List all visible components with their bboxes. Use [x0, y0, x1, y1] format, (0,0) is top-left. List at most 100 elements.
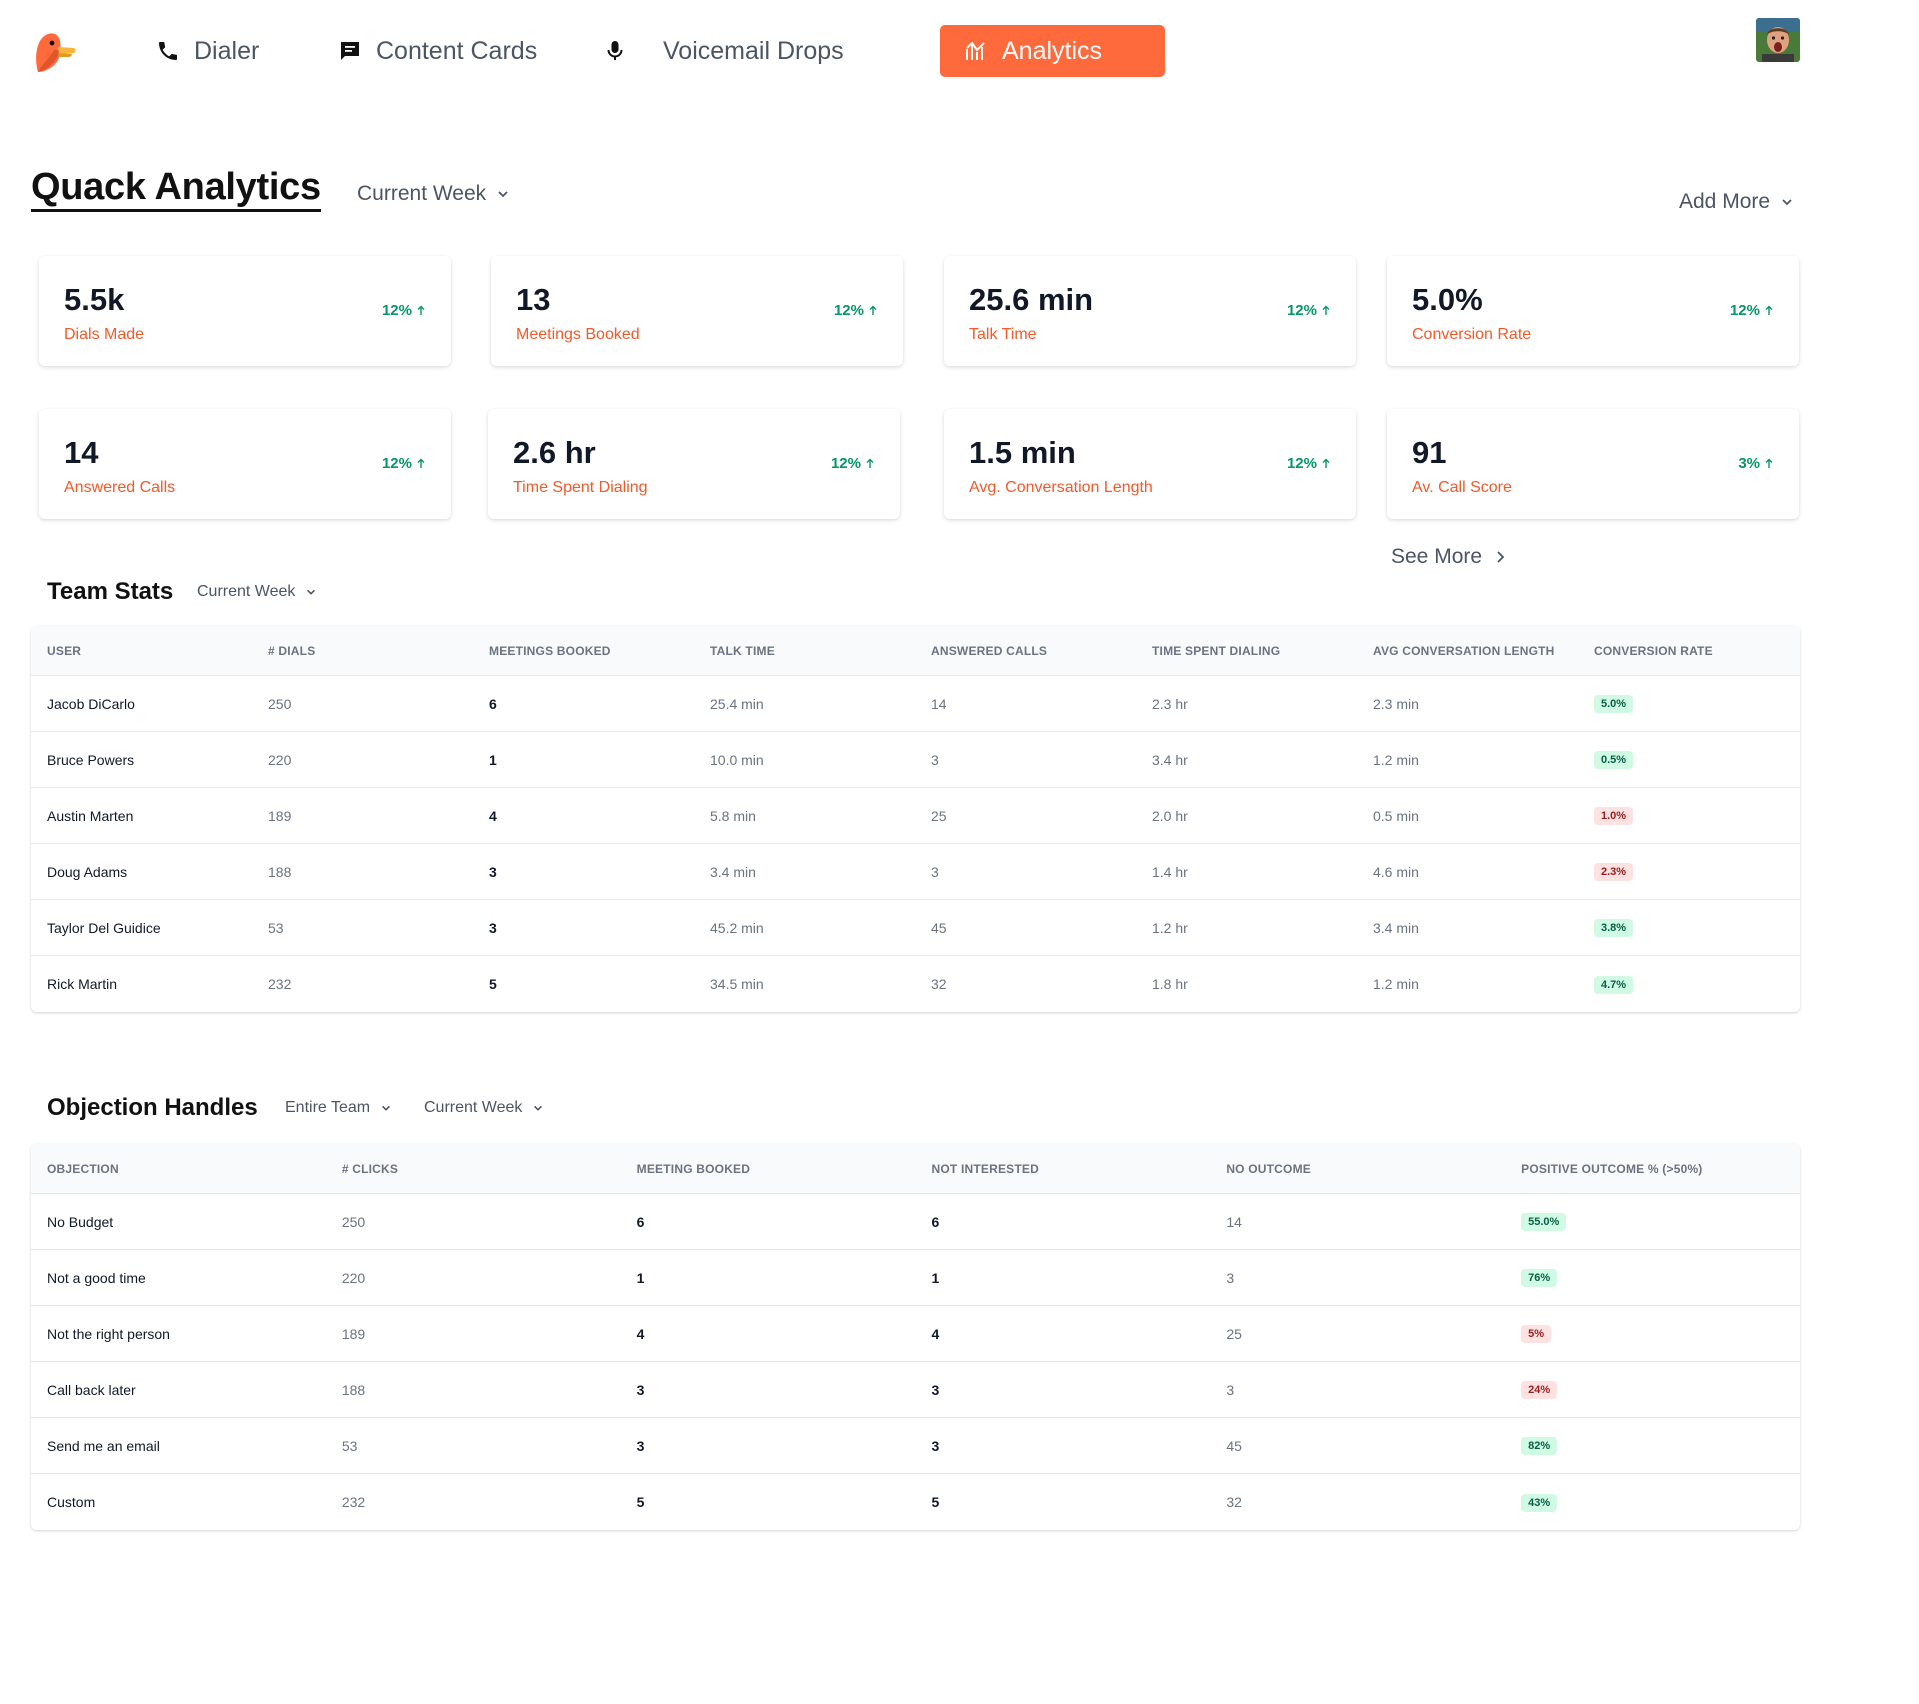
status-badge: 24% [1521, 1381, 1558, 1399]
arrow-up-icon [866, 458, 874, 468]
table-cell: 82% [1505, 1436, 1800, 1455]
nav-voicemail-drops[interactable]: Voicemail Drops [603, 25, 844, 77]
table-row[interactable]: Not a good time 220 1 1 3 76% [31, 1250, 1800, 1306]
stat-change-value: 12% [1286, 302, 1317, 319]
column-header[interactable]: Meeting Booked [636, 1161, 751, 1176]
column-header[interactable]: User [47, 643, 82, 658]
status-badge: 76% [1521, 1269, 1558, 1287]
column-header[interactable]: Avg Conversation Length [1373, 643, 1555, 658]
nav-analytics[interactable]: Analytics [940, 25, 1165, 77]
table-cell: 4 [489, 807, 497, 824]
table-row[interactable]: Bruce Powers 220 1 10.0 min 3 3.4 hr 1.2 min 0.… [31, 732, 1800, 788]
column-header[interactable]: Meetings Booked [489, 643, 611, 658]
arrow-up-icon [417, 305, 425, 315]
column-header[interactable]: Conversion Rate [1594, 643, 1713, 658]
stat-card[interactable]: 13 Meetings Booked 12% [491, 256, 903, 366]
table-row[interactable]: Rick Martin 232 5 34.5 min 32 1.8 hr 1.2 min 4.… [31, 956, 1800, 1012]
table-cell: Rick Martin [47, 976, 118, 992]
stat-change: 12% [831, 455, 875, 472]
add-more-dropdown[interactable]: Add More [1679, 190, 1794, 214]
stat-label: Av. Call Score [1412, 479, 1512, 496]
stat-card[interactable]: 25.6 min Talk Time 12% [944, 256, 1356, 366]
table-cell: 5.0% [1578, 694, 1799, 713]
stat-label: Time Spent Dialing [513, 479, 648, 496]
team-stats-period-label: Current Week [197, 583, 296, 600]
stat-change-value: 3% [1738, 455, 1760, 472]
stat-card[interactable]: 2.6 hr Time Spent Dialing 12% [488, 409, 900, 519]
column-header[interactable]: Not Interested [931, 1161, 1039, 1176]
arrow-up-icon [1765, 458, 1773, 468]
table-row[interactable]: Call back later 188 3 3 3 24% [31, 1362, 1800, 1418]
table-cell: 220 [341, 1269, 366, 1286]
column-header[interactable]: # Dials [268, 643, 316, 658]
objection-handles-header: Objection # Clicks Meeting Booked Not Inter… [31, 1144, 1800, 1194]
team-filter-dropdown[interactable]: Entire Team [285, 1099, 392, 1117]
table-row[interactable]: Doug Adams 188 3 3.4 min 3 1.4 hr 4.6 min 2.3% [31, 844, 1800, 900]
stat-change: 12% [382, 455, 426, 472]
column-header[interactable]: # Clicks [341, 1161, 399, 1176]
table-cell: 1 [489, 751, 497, 768]
stat-change-value: 12% [833, 302, 864, 319]
table-row[interactable]: Jacob DiCarlo 250 6 25.4 min 14 2.3 hr 2.3 min… [31, 676, 1800, 732]
table-cell: 3.4 min [710, 863, 756, 880]
message-icon [341, 42, 359, 60]
table-row[interactable]: Not the right person 189 4 4 25 5% [31, 1306, 1800, 1362]
column-header[interactable]: Time Spent Dialing [1152, 643, 1281, 658]
table-cell: 0.5 min [1373, 807, 1419, 824]
period-dropdown[interactable]: Current Week [357, 182, 510, 206]
table-cell: 3 [931, 1437, 940, 1454]
stat-card[interactable]: 91 Av. Call Score 3% [1387, 409, 1799, 519]
phone-icon [159, 42, 177, 60]
status-badge: 5.0% [1594, 695, 1634, 713]
stat-card[interactable]: 1.5 min Avg. Conversation Length 12% [944, 409, 1356, 519]
see-more-link[interactable]: See More [1391, 545, 1506, 569]
column-header[interactable]: No Outcome [1226, 1161, 1311, 1176]
nav-content-cards[interactable]: Content Cards [338, 25, 537, 77]
table-cell: 250 [341, 1213, 366, 1230]
table-row[interactable]: Custom 232 5 5 32 43% [31, 1474, 1800, 1530]
stat-change: 12% [382, 302, 426, 319]
stat-value: 5.5k [64, 282, 125, 317]
table-cell: Call back later [47, 1381, 136, 1398]
duck-logo-icon[interactable] [32, 28, 78, 76]
table-row[interactable]: Taylor Del Guidice 53 3 45.2 min 45 1.2 hr 3.4… [31, 900, 1800, 956]
nav-content-cards-label: Content Cards [376, 36, 538, 65]
chevron-down-icon [382, 1105, 391, 1111]
table-cell: 3 [1226, 1269, 1235, 1286]
column-header[interactable]: Objection [47, 1161, 119, 1176]
nav-voicemail-drops-label: Voicemail Drops [663, 36, 844, 65]
nav-analytics-label: Analytics [1002, 36, 1103, 65]
table-cell: Custom [47, 1494, 96, 1510]
column-header[interactable]: Positive Outcome % (>50%) [1521, 1161, 1703, 1176]
table-row[interactable]: No Budget 250 6 6 14 55.0% [31, 1194, 1800, 1250]
column-header[interactable]: Talk Time [710, 643, 775, 658]
stat-value: 91 [1412, 435, 1447, 470]
arrow-up-icon [1765, 305, 1773, 315]
stat-change-value: 12% [381, 455, 412, 472]
stat-change: 12% [1730, 302, 1774, 319]
nav-dialer[interactable]: Dialer [156, 25, 259, 77]
objection-handles-title: Objection Handles [47, 1094, 258, 1121]
table-cell: 1 [636, 1269, 645, 1286]
table-cell: 4 [636, 1325, 645, 1342]
table-cell: 5% [1505, 1324, 1800, 1343]
team-stats-period-dropdown[interactable]: Current Week [197, 583, 317, 601]
objections-period-dropdown[interactable]: Current Week [424, 1099, 544, 1117]
table-cell: 3 [489, 919, 497, 936]
avatar-image [1756, 18, 1800, 62]
table-cell: Doug Adams [47, 863, 128, 880]
table-cell: 3.4 hr [1152, 751, 1188, 768]
table-cell: Not a good time [47, 1269, 146, 1286]
stat-card[interactable]: 14 Answered Calls 12% [39, 409, 451, 519]
column-header[interactable]: Answered Calls [931, 643, 1048, 658]
stat-change-value: 12% [381, 302, 412, 319]
user-avatar[interactable] [1756, 18, 1800, 62]
table-row[interactable]: Send me an email 53 3 3 45 82% [31, 1418, 1800, 1474]
stat-card[interactable]: 5.5k Dials Made 12% [39, 256, 451, 366]
table-cell: 189 [341, 1325, 366, 1342]
table-row[interactable]: Austin Marten 189 4 5.8 min 25 2.0 hr 0.5 min 1… [31, 788, 1800, 844]
stat-card[interactable]: 5.0% Conversion Rate 12% [1387, 256, 1799, 366]
arrow-up-icon [417, 458, 425, 468]
table-cell: 3 [636, 1437, 645, 1454]
table-cell: 2.3% [1578, 862, 1799, 881]
